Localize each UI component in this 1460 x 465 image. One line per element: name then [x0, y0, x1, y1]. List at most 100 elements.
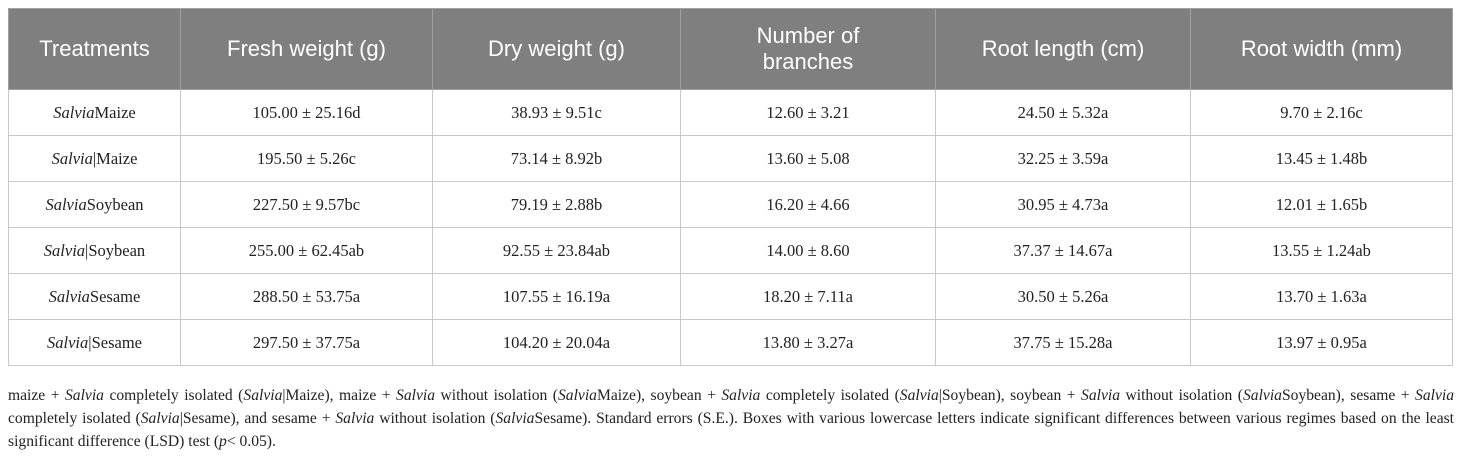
cell-value: 255.00 ± 62.45ab — [248, 240, 365, 260]
treatment-crop: |Sesame — [88, 332, 142, 352]
caption-text: Salvia — [721, 387, 761, 404]
header-text: Dry weight (g) — [488, 36, 625, 61]
treatment-crop: Maize — [94, 102, 136, 122]
table-cell: 297.50 ± 37.75a — [180, 319, 433, 366]
cell-value: 13.97 ± 0.95a — [1276, 332, 1367, 352]
header-row: Treatments Fresh weight (g) Dry weight (g)… — [8, 8, 1453, 90]
header-cell: Dry weight (g) — [432, 8, 681, 90]
table-cell: 24.50 ± 5.32a — [935, 89, 1191, 136]
table-cell: Salvia|Sesame — [8, 319, 181, 366]
caption-text: without isolation ( — [1120, 387, 1243, 404]
caption-text: Salvia — [140, 410, 180, 427]
table-row: SalviaSesame 288.50 ± 53.75a 107.55 ± 16.1… — [8, 273, 1453, 320]
table-cell: 13.97 ± 0.95a — [1190, 319, 1453, 366]
caption-text: Soybean), sesame + — [1281, 387, 1416, 404]
header-text: Root length (cm) — [981, 36, 1145, 61]
caption-text: Salvia — [558, 387, 597, 404]
treatment-genus: Salvia — [45, 194, 87, 214]
caption-text: Salvia — [243, 387, 283, 404]
cell-value: 38.93 ± 9.51c — [511, 102, 602, 122]
cell-value: 92.55 ± 23.84ab — [502, 240, 611, 260]
cell-value: 79.19 ± 2.88b — [510, 194, 603, 214]
header-cell: Root length (cm) — [935, 8, 1191, 90]
caption-text: maize + — [8, 387, 65, 404]
cell-value: 13.70 ± 1.63a — [1276, 286, 1367, 306]
table-cell: 32.25 ± 3.59a — [935, 135, 1191, 182]
caption-text: |Sesame), and sesame + — [179, 410, 336, 427]
table-cell: 79.19 ± 2.88b — [432, 181, 681, 228]
treatment-genus: Salvia — [48, 286, 90, 306]
caption-text: without isolation ( — [435, 387, 558, 404]
cell-value: 13.55 ± 1.24ab — [1272, 240, 1371, 260]
cell-value: 30.95 ± 4.73a — [1017, 194, 1109, 214]
table-cell: 30.50 ± 5.26a — [935, 273, 1191, 320]
table-cell: SalviaSoybean — [8, 181, 181, 228]
table-cell: 13.80 ± 3.27a — [680, 319, 936, 366]
caption-text: Salvia — [64, 387, 104, 404]
table-row: SalviaSoybean 227.50 ± 9.57bc 79.19 ± 2.88… — [8, 181, 1453, 228]
table-cell: 227.50 ± 9.57bc — [180, 181, 433, 228]
cell-value: 37.75 ± 15.28a — [1013, 332, 1113, 352]
table-cell: Salvia|Soybean — [8, 227, 181, 274]
caption-text: completely isolated ( — [8, 410, 141, 427]
header-cell: Root width (mm) — [1190, 8, 1453, 90]
caption-text: Sesame). Standard errors (S.E.). Boxes w… — [8, 410, 1455, 450]
caption-text: Salvia — [1081, 387, 1120, 404]
table-wrap: Treatments Fresh weight (g) Dry weight (g)… — [8, 8, 1453, 366]
caption-text: completely isolated ( — [760, 387, 900, 404]
cell-value: 13.80 ± 3.27a — [762, 332, 854, 352]
header-cell: Fresh weight (g) — [180, 8, 433, 90]
table-row: Salvia|Maize 195.50 ± 5.26c 73.14 ± 8.92b 1… — [8, 135, 1453, 182]
table-row: Salvia|Soybean 255.00 ± 62.45ab 92.55 ± 23… — [8, 227, 1453, 274]
table-cell: SalviaSesame — [8, 273, 181, 320]
table-cell: 73.14 ± 8.92b — [432, 135, 681, 182]
table-cell: 195.50 ± 5.26c — [180, 135, 433, 182]
cell-value: 104.20 ± 20.04a — [502, 332, 611, 352]
caption-text: Salvia — [1415, 387, 1455, 404]
header-text: Treatments — [39, 36, 150, 61]
caption-text: Salvia — [1243, 387, 1282, 404]
table-cell: Salvia|Maize — [8, 135, 181, 182]
table-cell: 37.37 ± 14.67a — [935, 227, 1191, 274]
table-cell: 16.20 ± 4.66 — [680, 181, 936, 228]
caption-text: |Maize), maize + — [282, 387, 397, 404]
caption-text: Salvia — [495, 410, 535, 427]
table-cell: 13.55 ± 1.24ab — [1190, 227, 1453, 274]
header-text: Fresh weight (g) — [227, 36, 386, 61]
table-cell: 107.55 ± 16.19a — [432, 273, 681, 320]
table: Treatments Fresh weight (g) Dry weight (g)… — [8, 8, 1453, 366]
table-cell: 104.20 ± 20.04a — [432, 319, 681, 366]
table-cell: 37.75 ± 15.28a — [935, 319, 1191, 366]
header-cell: Number of branches — [680, 8, 936, 90]
caption: maize + Salvia completely isolated (Salv… — [8, 384, 1454, 453]
cell-value: 13.60 ± 5.08 — [766, 148, 850, 168]
caption-text: Maize), soybean + — [596, 387, 722, 404]
table-cell: 105.00 ± 25.16d — [180, 89, 433, 136]
cell-value: 297.50 ± 37.75a — [252, 332, 361, 352]
cell-value: 18.20 ± 7.11a — [762, 286, 854, 306]
treatment-crop: |Soybean — [85, 240, 146, 260]
cell-value: 30.50 ± 5.26a — [1017, 286, 1109, 306]
cell-value: 105.00 ± 25.16d — [252, 102, 361, 122]
caption-text: |Soybean), soybean + — [938, 387, 1082, 404]
caption-text: Salvia — [396, 387, 435, 404]
cell-value: 107.55 ± 16.19a — [502, 286, 611, 306]
header-cell: Treatments — [8, 8, 181, 90]
table-cell: SalviaMaize — [8, 89, 181, 136]
header-text: Root width (mm) — [1240, 36, 1403, 61]
table-cell: 30.95 ± 4.73a — [935, 181, 1191, 228]
table-cell: 13.60 ± 5.08 — [680, 135, 936, 182]
treatment-genus: Salvia — [53, 102, 95, 122]
table-cell: 9.70 ± 2.16c — [1190, 89, 1453, 136]
cell-value: 32.25 ± 3.59a — [1017, 148, 1109, 168]
treatment-genus: Salvia — [43, 240, 86, 260]
treatment-genus: Salvia — [51, 148, 93, 168]
caption-text: Salvia — [335, 410, 375, 427]
cell-value: 24.50 ± 5.32a — [1017, 102, 1109, 122]
table-cell: 38.93 ± 9.51c — [432, 89, 681, 136]
table-cell: 13.70 ± 1.63a — [1190, 273, 1453, 320]
table-cell: 255.00 ± 62.45ab — [180, 227, 433, 274]
table-row: SalviaMaize 105.00 ± 25.16d 38.93 ± 9.51c 1… — [8, 89, 1453, 136]
cell-value: 9.70 ± 2.16c — [1280, 102, 1363, 122]
